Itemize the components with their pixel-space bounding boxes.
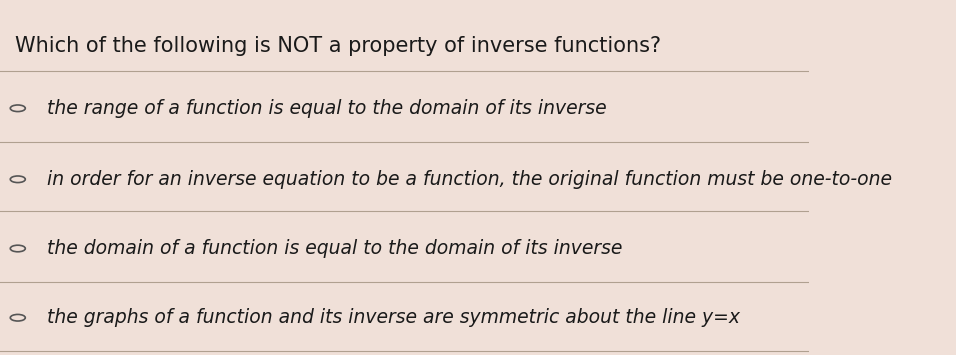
Text: in order for an inverse equation to be a function, the original function must be: in order for an inverse equation to be a…	[47, 170, 892, 189]
Text: the graphs of a function and its inverse are symmetric about the line y=x: the graphs of a function and its inverse…	[47, 308, 740, 327]
Text: Which of the following is NOT a property of inverse functions?: Which of the following is NOT a property…	[14, 36, 661, 55]
Text: the range of a function is equal to the domain of its inverse: the range of a function is equal to the …	[47, 99, 606, 118]
Text: the domain of a function is equal to the domain of its inverse: the domain of a function is equal to the…	[47, 239, 622, 258]
